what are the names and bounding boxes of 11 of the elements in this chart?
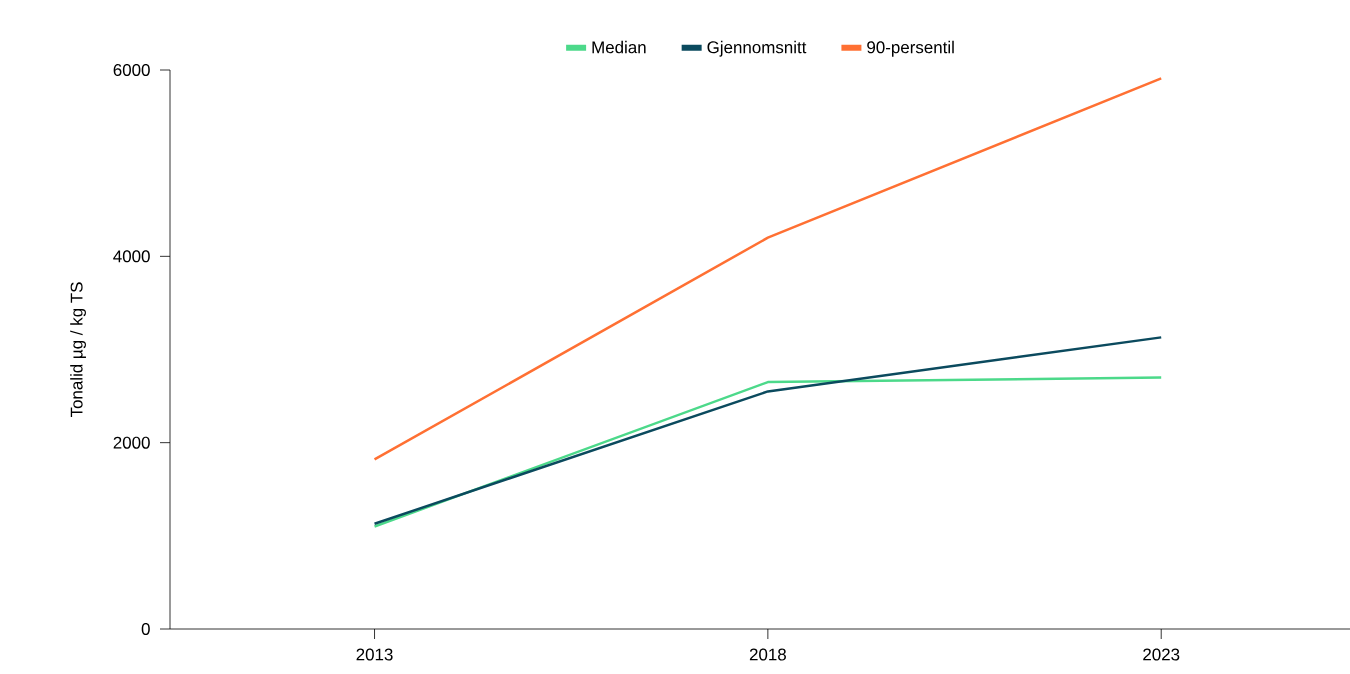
legend-label: Gjennomsnitt bbox=[707, 40, 807, 57]
y-tick-label: 0 bbox=[141, 623, 150, 635]
y-tick-label: 4000 bbox=[113, 250, 150, 263]
legend-label: 90-persentil bbox=[867, 40, 954, 57]
y-axis-title: Tonalid µg / kg TS bbox=[70, 282, 86, 418]
legend-label: Median bbox=[592, 40, 646, 54]
y-tick-label: 2000 bbox=[113, 436, 150, 449]
x-tick-label: 2023 bbox=[1143, 648, 1180, 661]
x-tick-label: 2018 bbox=[749, 648, 786, 661]
y-tick-label: 6000 bbox=[113, 64, 150, 76]
x-tick-label: 2013 bbox=[356, 648, 393, 661]
